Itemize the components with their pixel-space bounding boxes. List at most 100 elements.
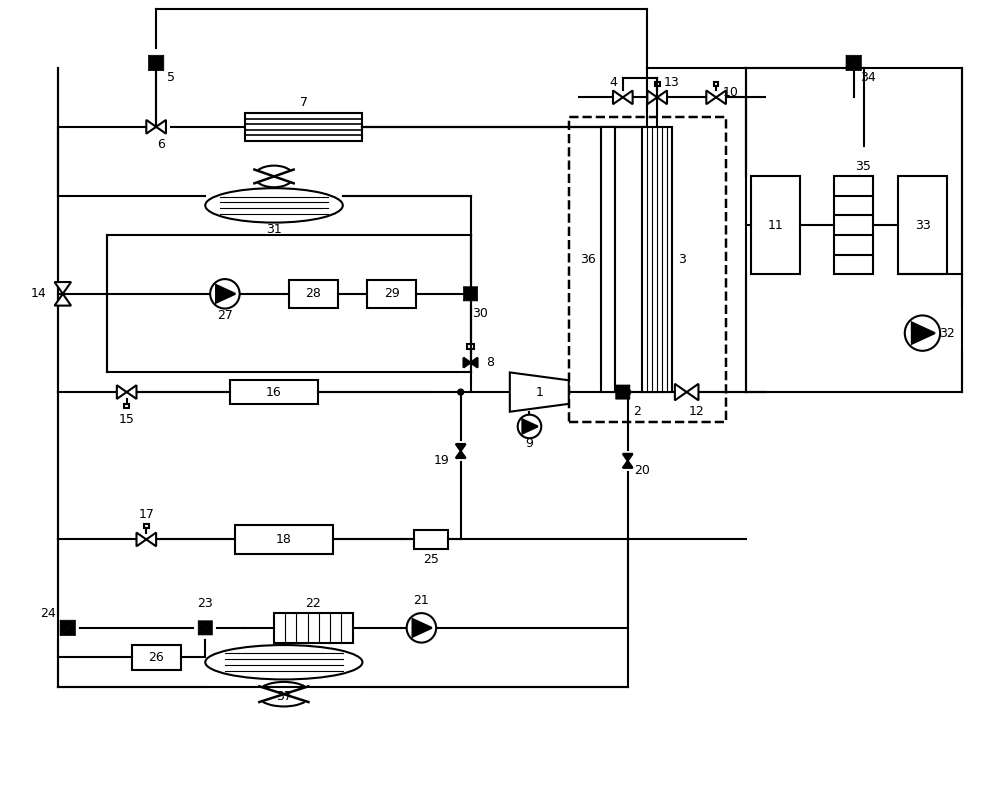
Text: 35: 35	[856, 160, 871, 173]
Text: 2: 2	[634, 406, 641, 418]
Polygon shape	[846, 63, 861, 70]
Bar	[601, 127, 615, 392]
Polygon shape	[463, 287, 471, 301]
Text: 32: 32	[939, 326, 955, 340]
Bar	[274, 613, 353, 642]
Bar	[898, 176, 947, 274]
Circle shape	[458, 389, 464, 395]
Bar	[655, 82, 660, 86]
Text: 9: 9	[526, 436, 533, 450]
Text: 14: 14	[30, 287, 46, 300]
Polygon shape	[510, 372, 569, 412]
Text: 10: 10	[723, 86, 739, 99]
Text: 27: 27	[217, 309, 233, 322]
Polygon shape	[127, 385, 136, 399]
Text: 12: 12	[689, 406, 704, 418]
Polygon shape	[463, 294, 478, 301]
Polygon shape	[205, 621, 212, 635]
Polygon shape	[156, 55, 164, 70]
Polygon shape	[463, 287, 478, 294]
Polygon shape	[456, 444, 466, 451]
Polygon shape	[60, 628, 75, 635]
Polygon shape	[623, 461, 633, 468]
Polygon shape	[117, 385, 127, 399]
Polygon shape	[146, 532, 156, 546]
Polygon shape	[148, 55, 156, 70]
Text: 25: 25	[423, 553, 439, 565]
Bar	[124, 404, 129, 408]
Text: 3: 3	[678, 253, 686, 266]
Text: 6: 6	[157, 138, 165, 151]
Text: 24: 24	[40, 607, 56, 619]
Bar	[467, 344, 474, 348]
Polygon shape	[846, 55, 854, 70]
Text: 21: 21	[414, 594, 429, 607]
Polygon shape	[148, 63, 164, 70]
Text: 16: 16	[266, 386, 282, 398]
Text: 4: 4	[609, 76, 617, 89]
Polygon shape	[716, 90, 726, 105]
Polygon shape	[616, 385, 630, 392]
Circle shape	[210, 279, 240, 309]
Polygon shape	[60, 620, 75, 628]
Bar	[751, 176, 800, 274]
Text: 29: 29	[384, 287, 400, 300]
Ellipse shape	[205, 645, 362, 680]
Polygon shape	[198, 621, 205, 635]
Ellipse shape	[205, 188, 343, 223]
Polygon shape	[456, 451, 466, 458]
Bar	[569, 117, 726, 421]
Bar	[414, 530, 448, 550]
Polygon shape	[148, 55, 164, 63]
Bar	[144, 524, 149, 527]
Polygon shape	[675, 384, 687, 400]
Polygon shape	[623, 454, 633, 461]
Circle shape	[625, 389, 631, 395]
Bar	[367, 280, 416, 307]
Text: 22: 22	[305, 597, 321, 610]
Circle shape	[518, 415, 541, 438]
Text: 28: 28	[305, 287, 321, 300]
Text: 26: 26	[148, 651, 164, 664]
Polygon shape	[623, 90, 633, 105]
Circle shape	[905, 315, 940, 351]
Text: 7: 7	[300, 96, 308, 109]
Bar	[289, 280, 338, 307]
Text: 31: 31	[266, 223, 282, 237]
Polygon shape	[471, 287, 478, 301]
Text: 8: 8	[486, 356, 494, 369]
Text: 13: 13	[664, 76, 680, 89]
Polygon shape	[216, 285, 235, 303]
Polygon shape	[471, 358, 478, 367]
Text: 30: 30	[472, 307, 488, 320]
Text: 20: 20	[635, 464, 650, 477]
Bar	[132, 645, 181, 669]
Polygon shape	[616, 385, 623, 399]
Text: 36: 36	[581, 253, 596, 266]
Polygon shape	[60, 620, 68, 635]
Polygon shape	[706, 90, 716, 105]
Bar	[834, 176, 873, 274]
Polygon shape	[846, 55, 861, 63]
Text: 37: 37	[276, 690, 292, 703]
Polygon shape	[55, 294, 71, 306]
Bar	[230, 380, 318, 405]
Polygon shape	[623, 385, 630, 399]
Text: 11: 11	[767, 219, 783, 231]
Polygon shape	[522, 420, 538, 433]
Text: 34: 34	[861, 71, 876, 84]
Text: 19: 19	[433, 455, 449, 467]
Circle shape	[407, 613, 436, 642]
Polygon shape	[657, 90, 667, 105]
Text: 5: 5	[167, 71, 175, 84]
Text: 23: 23	[197, 597, 213, 610]
Polygon shape	[68, 620, 75, 635]
Bar	[714, 82, 718, 86]
Polygon shape	[854, 55, 861, 70]
Polygon shape	[613, 90, 623, 105]
Polygon shape	[687, 384, 698, 400]
Polygon shape	[55, 282, 71, 294]
Polygon shape	[198, 628, 212, 635]
Bar	[235, 525, 333, 554]
Polygon shape	[198, 621, 212, 628]
